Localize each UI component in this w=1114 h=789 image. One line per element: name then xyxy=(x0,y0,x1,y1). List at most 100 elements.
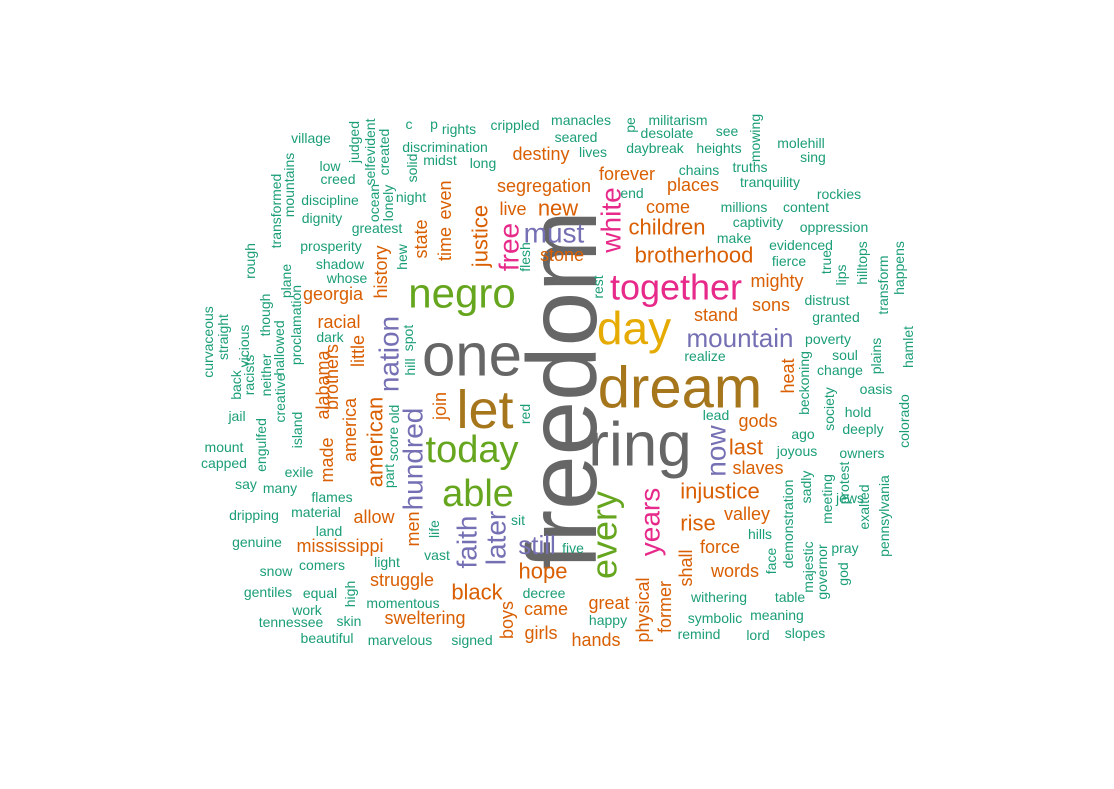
word-rest: rest xyxy=(590,275,606,298)
word-pennsylvania: pennsylvania xyxy=(876,475,892,557)
word-lead: lead xyxy=(703,407,729,423)
word-still: still xyxy=(518,530,556,560)
word-desolate: desolate xyxy=(641,125,694,141)
word-meaning: meaning xyxy=(750,607,804,623)
word-now: now xyxy=(701,425,732,477)
word-granted: granted xyxy=(812,309,859,325)
word-though: though xyxy=(257,294,273,337)
word-fierce: fierce xyxy=(772,253,806,269)
word-sit: sit xyxy=(511,512,525,528)
word-little: little xyxy=(348,335,368,367)
word-straight: straight xyxy=(215,314,231,360)
word-transformed: transformed xyxy=(268,174,284,249)
word-shadow: shadow xyxy=(316,256,365,272)
word-join: join xyxy=(430,392,450,421)
word-meeting: meeting xyxy=(819,474,835,524)
word-deeply: deeply xyxy=(842,421,883,437)
word-vicious: vicious xyxy=(236,325,252,368)
word-evidenced: evidenced xyxy=(769,237,833,253)
word-remind: remind xyxy=(678,626,721,642)
word-alabama: alabama xyxy=(313,349,333,419)
word-rights: rights xyxy=(442,121,476,137)
word-jail: jail xyxy=(227,408,245,424)
word-valley: valley xyxy=(724,504,770,524)
word-black: black xyxy=(451,580,503,605)
word-stone: stone xyxy=(540,245,584,265)
word-flesh: flesh xyxy=(517,242,533,272)
word-seared: seared xyxy=(555,129,598,145)
word-mountain: mountain xyxy=(687,323,794,353)
word-colorado: colorado xyxy=(896,394,912,448)
word-let: let xyxy=(456,380,513,440)
word-majestic: majestic xyxy=(800,541,816,592)
word-tranquility: tranquility xyxy=(740,174,800,190)
word-lives: lives xyxy=(579,144,607,160)
word-table: table xyxy=(775,589,806,605)
word-whose: whose xyxy=(326,270,368,286)
word-hamlet: hamlet xyxy=(900,326,916,368)
word-transform: transform xyxy=(875,255,891,314)
word-comers: comers xyxy=(299,557,345,573)
word-say: say xyxy=(235,476,257,492)
word-heat: heat xyxy=(778,358,798,393)
word-jews: jews xyxy=(835,490,864,506)
word-momentous: momentous xyxy=(366,595,439,611)
word-five: five xyxy=(562,540,584,556)
word-signed: signed xyxy=(451,632,492,648)
word-shall: shall xyxy=(676,549,696,586)
word-c: c xyxy=(406,116,413,132)
word-faith: faith xyxy=(452,516,483,569)
word-day: day xyxy=(597,302,671,354)
word-hill: hill xyxy=(402,358,418,375)
word-judged: judged xyxy=(346,121,362,164)
word-last: last xyxy=(729,435,763,460)
word-god: god xyxy=(835,562,851,585)
word-former: former xyxy=(655,581,675,633)
word-made: made xyxy=(317,437,337,482)
word-together: together xyxy=(610,267,742,308)
word-crippled: crippled xyxy=(490,117,539,133)
word-mississippi: mississippi xyxy=(296,536,383,556)
word-realize: realize xyxy=(684,348,725,364)
word-island: island xyxy=(289,412,305,449)
word-night: night xyxy=(396,189,426,205)
word-selfevident: selfevident xyxy=(362,118,378,185)
word-long: long xyxy=(470,155,496,171)
word-hills: hills xyxy=(748,526,772,542)
word-back: back xyxy=(228,369,244,400)
word-hands: hands xyxy=(571,630,620,650)
word-low: low xyxy=(319,158,341,174)
word-segregation: segregation xyxy=(497,176,591,196)
word-engulfed: engulfed xyxy=(253,418,269,472)
word-american: american xyxy=(363,397,388,487)
word-sweltering: sweltering xyxy=(384,608,465,628)
word-america: america xyxy=(340,397,360,462)
word-men: men xyxy=(403,511,423,546)
word-distrust: distrust xyxy=(804,292,849,308)
word-work: work xyxy=(291,602,323,618)
word-ocean: ocean xyxy=(366,184,382,222)
word-time: time xyxy=(435,227,455,261)
word-exalted: exalted xyxy=(856,484,872,529)
word-hew: hew xyxy=(394,243,410,270)
word-molehill: molehill xyxy=(777,135,824,151)
word-spot: spot xyxy=(400,325,416,352)
word-score: score xyxy=(385,427,401,461)
word-midst: midst xyxy=(423,152,457,168)
word-solid: solid xyxy=(404,154,420,183)
word-true: true xyxy=(818,250,834,274)
word-ring: ring xyxy=(588,411,691,480)
word-mighty: mighty xyxy=(750,271,803,291)
word-girls: girls xyxy=(524,623,557,643)
word-decree: decree xyxy=(523,585,566,601)
word-new: new xyxy=(538,196,578,221)
word-children: children xyxy=(628,215,705,240)
word-rise: rise xyxy=(680,511,715,536)
word-skin: skin xyxy=(337,613,362,629)
word-soul: soul xyxy=(832,347,858,363)
word-make: make xyxy=(717,230,751,246)
word-society: society xyxy=(821,387,837,431)
word-state: state xyxy=(411,219,431,258)
word-protest: protest xyxy=(836,461,852,504)
